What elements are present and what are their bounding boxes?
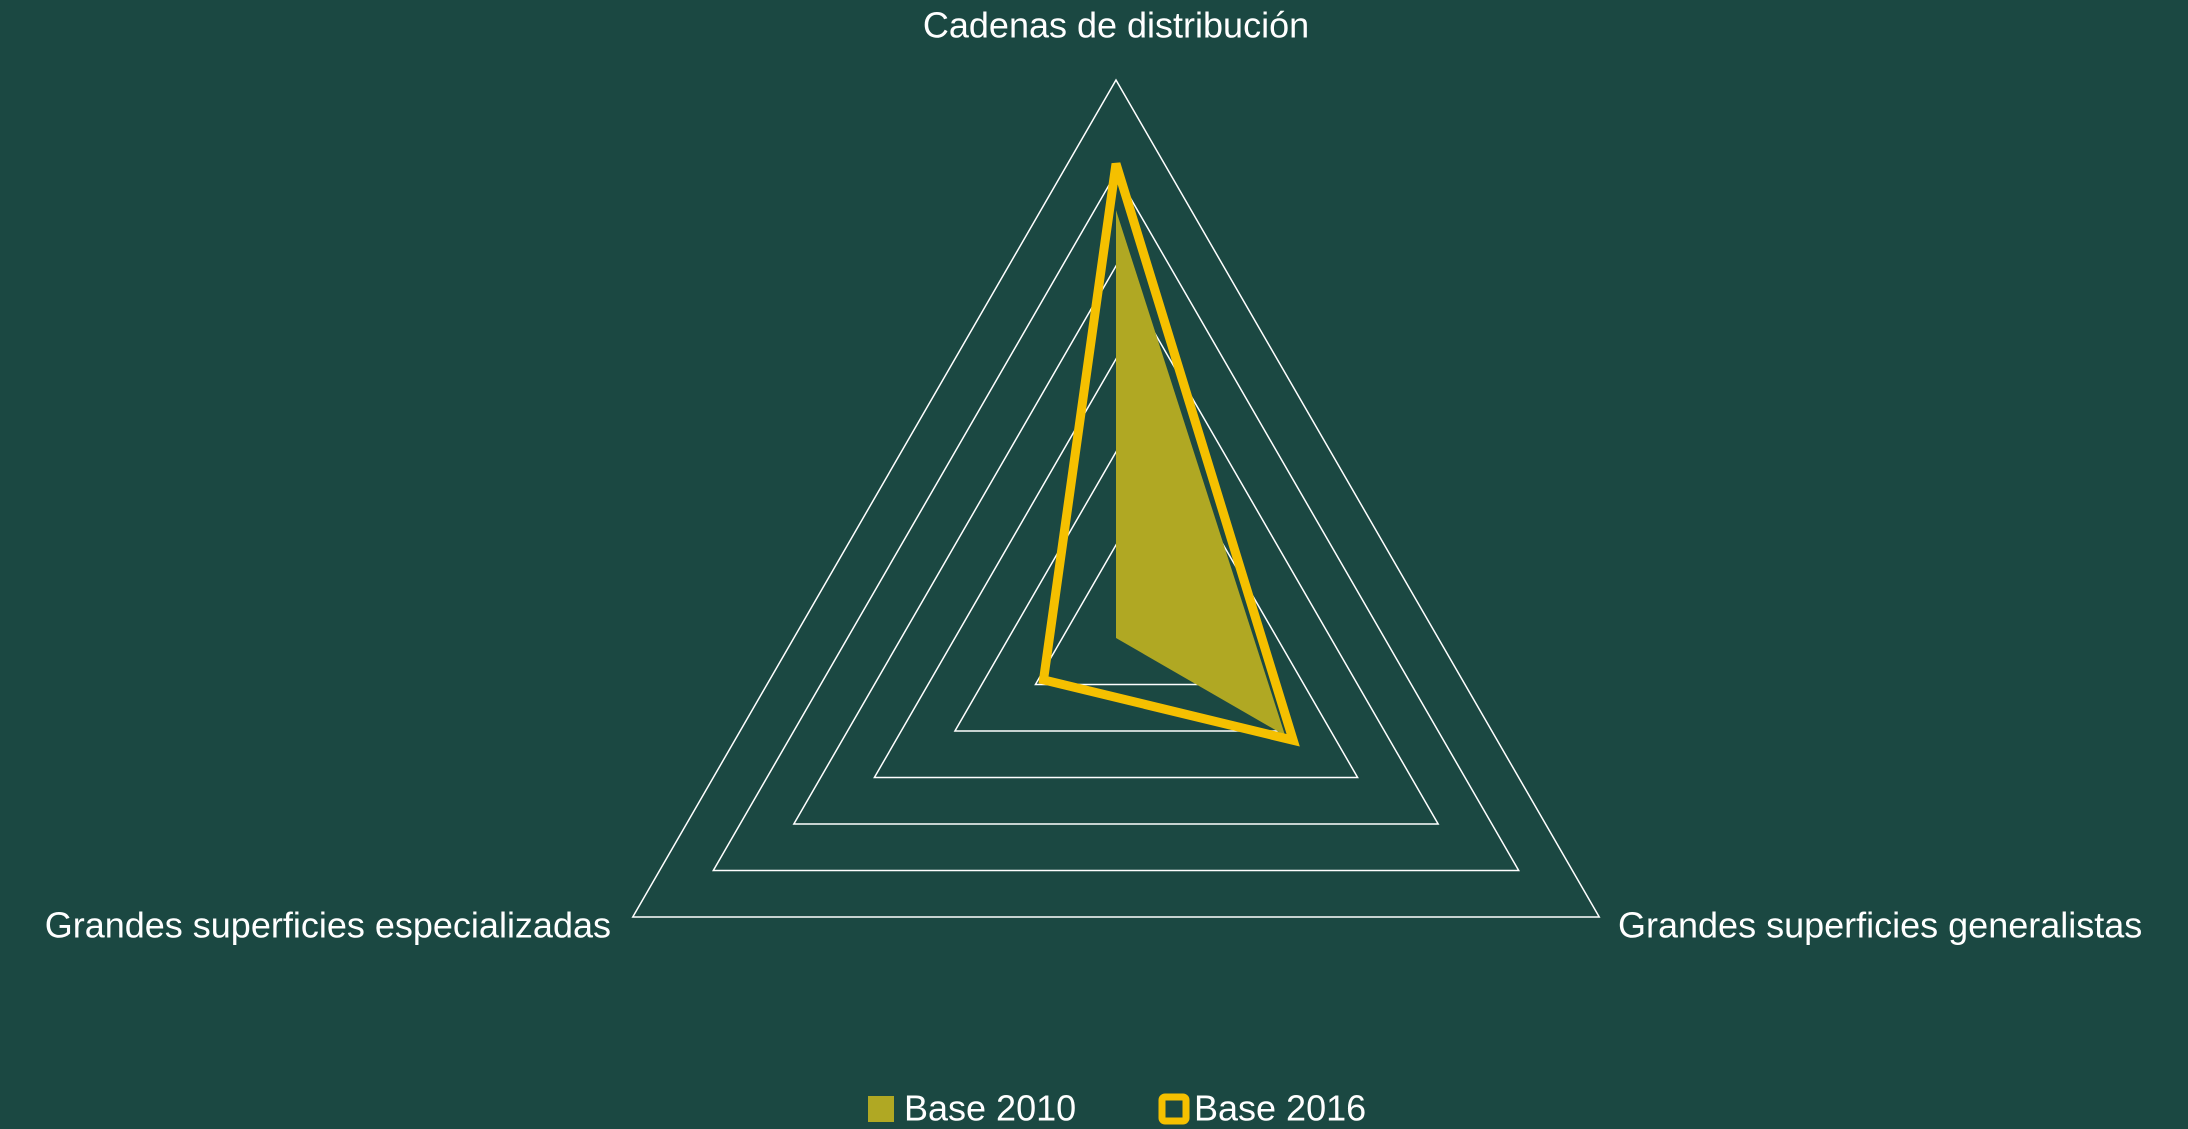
grid-ring bbox=[792, 264, 1440, 825]
grid-ring bbox=[631, 78, 1601, 918]
legend-swatch bbox=[868, 1096, 894, 1122]
axis-label: Cadenas de distribución bbox=[923, 5, 1309, 46]
series-line bbox=[1038, 162, 1300, 747]
axis-label: Grandes superficies generalistas bbox=[1618, 905, 2142, 946]
legend-label: Base 2010 bbox=[904, 1088, 1076, 1129]
grid-ring bbox=[711, 171, 1521, 872]
legend-label: Base 2016 bbox=[1194, 1088, 1366, 1129]
legend-swatch bbox=[1158, 1093, 1190, 1125]
axis-label: Grandes superficies especializadas bbox=[45, 905, 611, 946]
series-area bbox=[1116, 210, 1286, 736]
